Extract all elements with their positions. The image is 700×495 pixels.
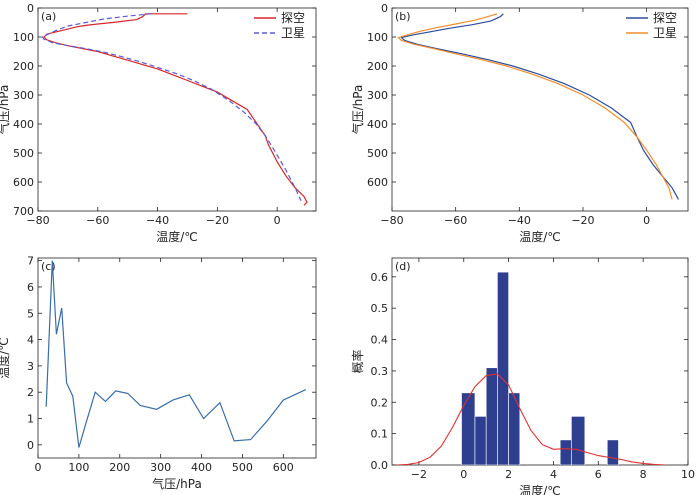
- plot-area: [45, 260, 307, 448]
- y-tick-label: 500: [367, 147, 388, 160]
- x-tick-label: 0: [35, 461, 42, 474]
- y-axis-label: 概率: [350, 349, 365, 373]
- y-tick-label: 0.3: [371, 365, 389, 378]
- y-tick-label: 700: [13, 205, 34, 218]
- x-tick-label: −60: [444, 214, 467, 227]
- y-tick-label: 0.2: [371, 396, 389, 409]
- y-tick-label: 400: [367, 118, 388, 131]
- x-tick-label: −20: [571, 214, 594, 227]
- x-tick-label: 0: [643, 214, 650, 227]
- y-tick-label: 7: [27, 255, 34, 268]
- y-tick-label: 0.0: [371, 459, 389, 472]
- x-tick-label: 2: [505, 468, 512, 481]
- histogram-bar: [474, 416, 487, 465]
- x-tick-label: 8: [640, 468, 647, 481]
- series-line-0: [400, 13, 680, 200]
- legend-label: 卫星: [653, 26, 677, 40]
- x-axis-label: 温度/℃: [519, 229, 561, 244]
- x-axis-label: 温度/℃: [519, 483, 561, 495]
- x-tick-label: 0: [460, 468, 467, 481]
- y-tick-label: 100: [13, 31, 34, 44]
- y-tick-label: 4: [27, 334, 34, 347]
- x-tick-label: 100: [68, 461, 89, 474]
- y-tick-label: 600: [367, 176, 388, 189]
- y-tick-label: 0.5: [371, 302, 389, 315]
- y-tick-label: 200: [13, 60, 34, 73]
- y-tick-label: 300: [13, 89, 34, 102]
- legend-label: 探空: [653, 11, 677, 25]
- x-tick-label: −40: [508, 214, 531, 227]
- histogram-bar: [485, 367, 498, 465]
- y-tick-label: 5: [27, 307, 34, 320]
- plot-area: [397, 13, 680, 200]
- y-tick-label: 0: [381, 2, 388, 15]
- x-tick-label: 400: [191, 461, 212, 474]
- y-tick-label: 400: [13, 118, 34, 131]
- x-tick-label: 500: [232, 461, 253, 474]
- plot-frame: [391, 7, 689, 212]
- legend-label: 探空: [281, 11, 305, 25]
- plot-frame: [391, 257, 689, 466]
- x-tick-label: −60: [86, 214, 109, 227]
- x-tick-label: −2: [411, 468, 427, 481]
- histogram-bar: [497, 271, 509, 465]
- panel-1: −80 −60 −40 −20 0 0 100 200 300 400 500 600 温度/℃ 气压/h…: [350, 2, 689, 244]
- plot-frame: [37, 7, 317, 212]
- y-tick-label: 100: [367, 31, 388, 44]
- y-axis-label: 温度/℃: [0, 337, 11, 379]
- y-tick-label: 200: [367, 60, 388, 73]
- y-tick-label: 2: [27, 386, 34, 399]
- x-tick-label: 10: [681, 468, 695, 481]
- x-axis-label: 气压/hPa: [152, 476, 202, 491]
- plot-frame: [37, 257, 317, 459]
- y-tick-label: 0.6: [371, 271, 389, 284]
- x-tick-label: 600: [273, 461, 294, 474]
- panel-3: −2 0 2 4 6 8 10 0.0 0.1 0.2 0.3 0.4 0.5 0.6 温度/℃ 概率 (d): [350, 257, 695, 495]
- y-tick-label: 1: [27, 413, 34, 426]
- y-tick-label: 0: [27, 2, 34, 15]
- y-axis-label: 气压/hPa: [350, 85, 365, 135]
- plot-area: [41, 13, 308, 206]
- x-tick-label: 6: [595, 468, 602, 481]
- histogram-bar: [508, 392, 521, 465]
- y-axis-label: 气压/hPa: [0, 85, 11, 135]
- x-tick-label: 300: [150, 461, 171, 474]
- series-line-1: [41, 13, 302, 202]
- x-tick-label: −80: [380, 214, 403, 227]
- panel-label: (d): [395, 260, 411, 273]
- histogram-bar: [559, 439, 572, 465]
- series-line-0: [45, 260, 307, 448]
- y-tick-label: 300: [367, 89, 388, 102]
- histogram-bar: [571, 416, 586, 465]
- panel-label: (b): [395, 10, 411, 23]
- histogram-bar: [606, 439, 619, 465]
- histogram-bar: [461, 392, 476, 465]
- x-tick-label: −80: [26, 214, 49, 227]
- y-tick-label: 6: [27, 281, 34, 294]
- y-tick-label: 500: [13, 147, 34, 160]
- y-tick-label: 0.4: [371, 334, 389, 347]
- y-tick-label: 600: [13, 176, 34, 189]
- series-line-1: [397, 13, 673, 200]
- x-axis-label: 温度/℃: [156, 229, 198, 244]
- x-tick-label: 4: [550, 468, 557, 481]
- panel-label: (a): [41, 10, 56, 23]
- y-tick-label: 3: [27, 360, 34, 373]
- x-tick-label: −20: [206, 214, 229, 227]
- series-line-0: [43, 13, 308, 206]
- y-tick-label: 0.1: [371, 428, 389, 441]
- legend-label: 卫星: [281, 26, 305, 40]
- kde-curve: [396, 373, 666, 465]
- x-tick-label: 200: [109, 461, 130, 474]
- y-tick-label: 0: [27, 439, 34, 452]
- x-tick-label: 0: [274, 214, 281, 227]
- x-tick-label: −40: [146, 214, 169, 227]
- plot-area: [396, 271, 666, 465]
- panel-0: −80 −60 −40 −20 0 0 100 200 300 400 500 600 700 温度/℃ 气…: [0, 2, 317, 244]
